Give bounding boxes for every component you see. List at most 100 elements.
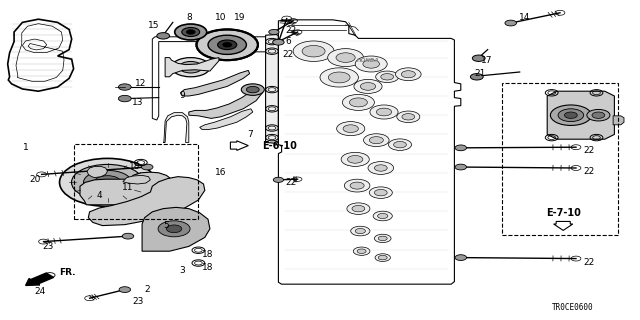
Circle shape <box>72 164 143 200</box>
Text: 18: 18 <box>202 250 214 259</box>
Text: 22: 22 <box>282 50 294 59</box>
Text: 11: 11 <box>122 183 134 192</box>
Circle shape <box>455 164 467 170</box>
Polygon shape <box>87 166 108 178</box>
Circle shape <box>378 213 388 219</box>
Circle shape <box>369 187 392 198</box>
Text: 18: 18 <box>129 162 140 171</box>
Circle shape <box>119 287 131 292</box>
Circle shape <box>102 180 113 185</box>
Circle shape <box>374 189 387 196</box>
Circle shape <box>374 165 387 171</box>
Bar <box>502 83 618 235</box>
Text: 22: 22 <box>583 167 595 176</box>
Circle shape <box>246 86 259 93</box>
Circle shape <box>336 53 355 62</box>
Polygon shape <box>123 175 150 184</box>
Text: 2: 2 <box>145 285 150 294</box>
Circle shape <box>348 156 363 163</box>
Text: 22: 22 <box>285 178 297 187</box>
Circle shape <box>396 68 421 81</box>
Text: 16: 16 <box>215 168 227 177</box>
Circle shape <box>360 83 376 90</box>
Text: 14: 14 <box>519 13 531 22</box>
Circle shape <box>353 247 370 255</box>
Circle shape <box>328 72 350 83</box>
Circle shape <box>455 145 467 151</box>
Circle shape <box>94 176 121 189</box>
Circle shape <box>186 30 195 34</box>
Circle shape <box>564 112 577 118</box>
Text: 3: 3 <box>180 266 185 275</box>
Circle shape <box>355 56 387 72</box>
Polygon shape <box>88 177 205 226</box>
Circle shape <box>241 84 264 95</box>
Text: 7: 7 <box>247 130 252 139</box>
Circle shape <box>273 39 284 44</box>
Circle shape <box>118 95 131 102</box>
Circle shape <box>337 122 365 136</box>
Polygon shape <box>163 113 189 142</box>
Text: HONDA: HONDA <box>356 58 380 63</box>
Text: 1: 1 <box>23 143 28 152</box>
Circle shape <box>60 158 156 206</box>
Text: 13: 13 <box>132 98 143 107</box>
Polygon shape <box>613 116 624 125</box>
Circle shape <box>347 203 370 214</box>
Circle shape <box>118 84 131 90</box>
Circle shape <box>158 221 190 237</box>
Circle shape <box>369 137 383 144</box>
Circle shape <box>293 41 334 61</box>
Text: 22: 22 <box>285 26 297 35</box>
Circle shape <box>196 29 258 60</box>
Circle shape <box>273 39 284 45</box>
Circle shape <box>343 125 358 132</box>
Circle shape <box>172 58 210 77</box>
Circle shape <box>401 71 415 78</box>
Circle shape <box>374 234 391 243</box>
Text: E-7-10: E-7-10 <box>546 208 580 218</box>
Circle shape <box>472 55 485 61</box>
Circle shape <box>273 177 284 182</box>
Polygon shape <box>547 91 614 139</box>
Circle shape <box>505 20 516 26</box>
Circle shape <box>341 152 369 166</box>
Circle shape <box>157 33 170 39</box>
Circle shape <box>218 40 237 50</box>
Circle shape <box>388 139 412 150</box>
Circle shape <box>320 68 358 87</box>
Circle shape <box>349 98 367 107</box>
Polygon shape <box>165 58 219 77</box>
Circle shape <box>352 205 365 212</box>
Text: 20: 20 <box>29 175 41 184</box>
Circle shape <box>182 28 200 36</box>
Circle shape <box>587 109 610 121</box>
Circle shape <box>364 134 389 147</box>
Circle shape <box>141 164 153 170</box>
Circle shape <box>166 225 182 233</box>
Circle shape <box>350 182 364 189</box>
Text: 15: 15 <box>148 21 159 30</box>
Text: TR0CE0600: TR0CE0600 <box>552 303 594 312</box>
Text: 12: 12 <box>135 79 147 88</box>
Text: 8: 8 <box>186 13 191 22</box>
Text: 19: 19 <box>234 13 246 22</box>
Circle shape <box>354 79 382 93</box>
Circle shape <box>397 111 420 123</box>
Circle shape <box>470 74 483 80</box>
Circle shape <box>550 105 591 125</box>
Circle shape <box>269 29 279 35</box>
Bar <box>74 144 198 219</box>
Circle shape <box>558 109 584 122</box>
Text: 5: 5 <box>164 221 169 230</box>
Circle shape <box>381 74 394 80</box>
FancyArrow shape <box>26 273 54 285</box>
Polygon shape <box>142 207 210 251</box>
Text: 4: 4 <box>97 191 102 200</box>
Text: 22: 22 <box>583 258 595 267</box>
Text: FR.: FR. <box>60 268 76 277</box>
Text: 24: 24 <box>34 287 45 296</box>
Circle shape <box>373 211 392 221</box>
Circle shape <box>592 112 605 118</box>
Text: 21: 21 <box>474 69 486 78</box>
